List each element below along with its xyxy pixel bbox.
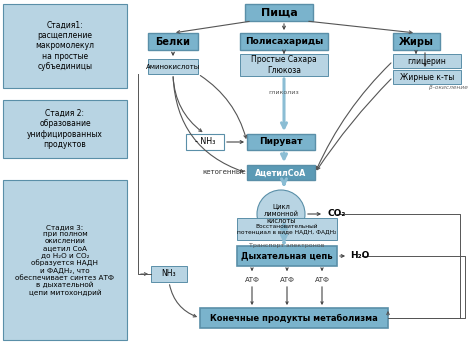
Bar xyxy=(148,33,198,50)
Bar xyxy=(3,100,127,158)
Text: Пируват: Пируват xyxy=(259,137,303,146)
Text: Жирные к-ты: Жирные к-ты xyxy=(400,73,454,82)
Bar xyxy=(237,246,337,266)
Text: Стадия 3:
при полном
окислении
ацетил СоА
до H₂O и CO₂
образуется НАДН
и ФАДН₂, : Стадия 3: при полном окислении ацетил Со… xyxy=(16,224,115,296)
Text: β-окисление: β-окисление xyxy=(428,85,467,91)
Text: Цикл
лимонной
кислоты: Цикл лимонной кислоты xyxy=(264,204,299,224)
Circle shape xyxy=(257,190,305,238)
Text: Стадия1:
расщепление
макромолекул
на простые
субъединицы: Стадия1: расщепление макромолекул на про… xyxy=(36,21,94,71)
Text: Транспорт электронов: Транспорт электронов xyxy=(249,243,325,247)
Text: Простые Сахара
Глюкоза: Простые Сахара Глюкоза xyxy=(251,55,317,75)
Text: АТФ: АТФ xyxy=(245,277,259,283)
Text: АТФ: АТФ xyxy=(280,277,294,283)
Text: Аминокислоты: Аминокислоты xyxy=(146,64,200,70)
Bar xyxy=(237,218,337,240)
Bar xyxy=(247,134,315,150)
Text: глицерин: глицерин xyxy=(408,56,447,65)
Text: NH₃: NH₃ xyxy=(162,270,176,279)
Bar xyxy=(3,4,127,88)
Bar xyxy=(240,33,328,50)
Text: АТФ: АТФ xyxy=(315,277,329,283)
Text: - NH₃: - NH₃ xyxy=(195,137,215,146)
Text: Полисахариды: Полисахариды xyxy=(245,37,323,46)
Text: H₂O: H₂O xyxy=(350,252,370,261)
Text: Восстановительный
потенциал в виде НАДН, ФАДН₂: Восстановительный потенциал в виде НАДН,… xyxy=(237,224,337,234)
Bar xyxy=(148,59,198,74)
Text: Конечные продукты метаболизма: Конечные продукты метаболизма xyxy=(210,313,378,322)
Text: кетогенные: кетогенные xyxy=(202,169,246,175)
Bar xyxy=(3,180,127,340)
Text: Пища: Пища xyxy=(261,8,297,18)
Bar xyxy=(240,54,328,76)
Bar xyxy=(393,70,461,84)
Bar xyxy=(200,308,388,328)
Text: Дыхательная цепь: Дыхательная цепь xyxy=(241,252,333,261)
Text: Жиры: Жиры xyxy=(399,37,433,47)
Bar xyxy=(393,33,440,50)
Bar xyxy=(247,165,315,180)
Text: Белки: Белки xyxy=(155,37,191,47)
Text: CO₂: CO₂ xyxy=(328,209,346,219)
Bar xyxy=(151,266,187,282)
Text: гликолиз: гликолиз xyxy=(269,91,300,95)
Bar xyxy=(186,134,224,150)
Text: АцетилСоА: АцетилСоА xyxy=(255,169,307,177)
Text: Стадия 2:
образование
унифицированных
продуктов: Стадия 2: образование унифицированных пр… xyxy=(27,109,103,149)
Bar xyxy=(393,54,461,68)
Bar xyxy=(245,4,313,21)
